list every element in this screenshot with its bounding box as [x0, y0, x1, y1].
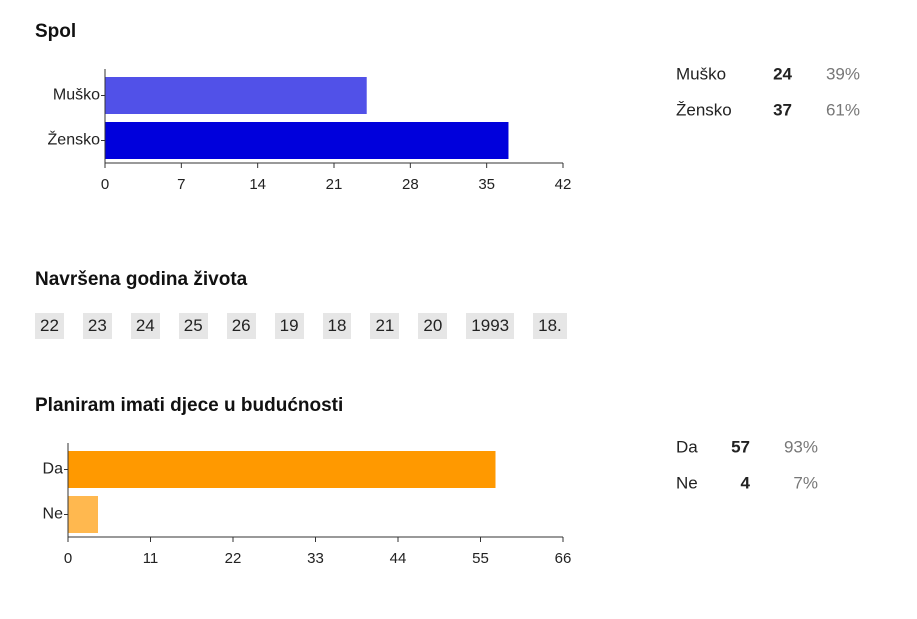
- category-label: Ne: [43, 506, 64, 523]
- summary-percent: 61%: [826, 100, 860, 119]
- answer: 19: [274, 313, 304, 339]
- summary-count: 24: [773, 64, 792, 83]
- answer-list: 22 23 24 25 26 19 18 21 20 1993 18.: [35, 313, 567, 339]
- answer: 23: [82, 313, 112, 339]
- answer: 22: [35, 313, 64, 339]
- answer: 21: [370, 313, 400, 339]
- summary-count: 4: [741, 473, 751, 492]
- summary-category: Žensko: [676, 100, 732, 119]
- question-title: Navršena godina života: [35, 269, 248, 290]
- x-tick-label: 33: [307, 550, 324, 567]
- bar: [68, 451, 496, 488]
- answer: 1993: [466, 313, 515, 339]
- summary-count: 37: [773, 100, 792, 119]
- summary-category: Da: [676, 437, 698, 456]
- answer: 18.: [533, 313, 567, 339]
- answer: 25: [178, 313, 208, 339]
- answer: 20: [418, 313, 448, 339]
- summary-category: Ne: [676, 473, 698, 492]
- x-tick-label: 7: [177, 176, 185, 193]
- category-label: Muško: [53, 87, 100, 104]
- summary-percent: 93%: [784, 437, 818, 456]
- x-tick-label: 11: [143, 550, 159, 567]
- x-tick-label: 35: [478, 176, 495, 193]
- category-label: Žensko: [48, 130, 101, 149]
- answer: 24: [130, 313, 160, 339]
- x-tick-label: 55: [472, 550, 489, 567]
- summary-category: Muško: [676, 64, 726, 83]
- x-tick-label: 0: [64, 550, 72, 567]
- bar: [68, 496, 98, 533]
- x-tick-label: 14: [249, 176, 266, 193]
- x-tick-label: 42: [555, 176, 572, 193]
- x-tick-label: 44: [390, 550, 407, 567]
- summary-percent: 39%: [826, 64, 860, 83]
- answer: 26: [226, 313, 256, 339]
- x-tick-label: 22: [225, 550, 242, 567]
- summary-percent: 7%: [793, 473, 818, 492]
- bar: [105, 77, 367, 114]
- chart-title: Spol: [35, 21, 76, 42]
- chart-title: Planiram imati djece u budućnosti: [35, 395, 343, 416]
- category-label: Da: [43, 461, 64, 478]
- x-tick-label: 21: [326, 176, 343, 193]
- x-tick-label: 28: [402, 176, 419, 193]
- bar: [105, 122, 509, 159]
- summary-count: 57: [731, 437, 750, 456]
- answer: 18: [322, 313, 352, 339]
- x-tick-label: 66: [555, 550, 572, 567]
- x-tick-label: 0: [101, 176, 109, 193]
